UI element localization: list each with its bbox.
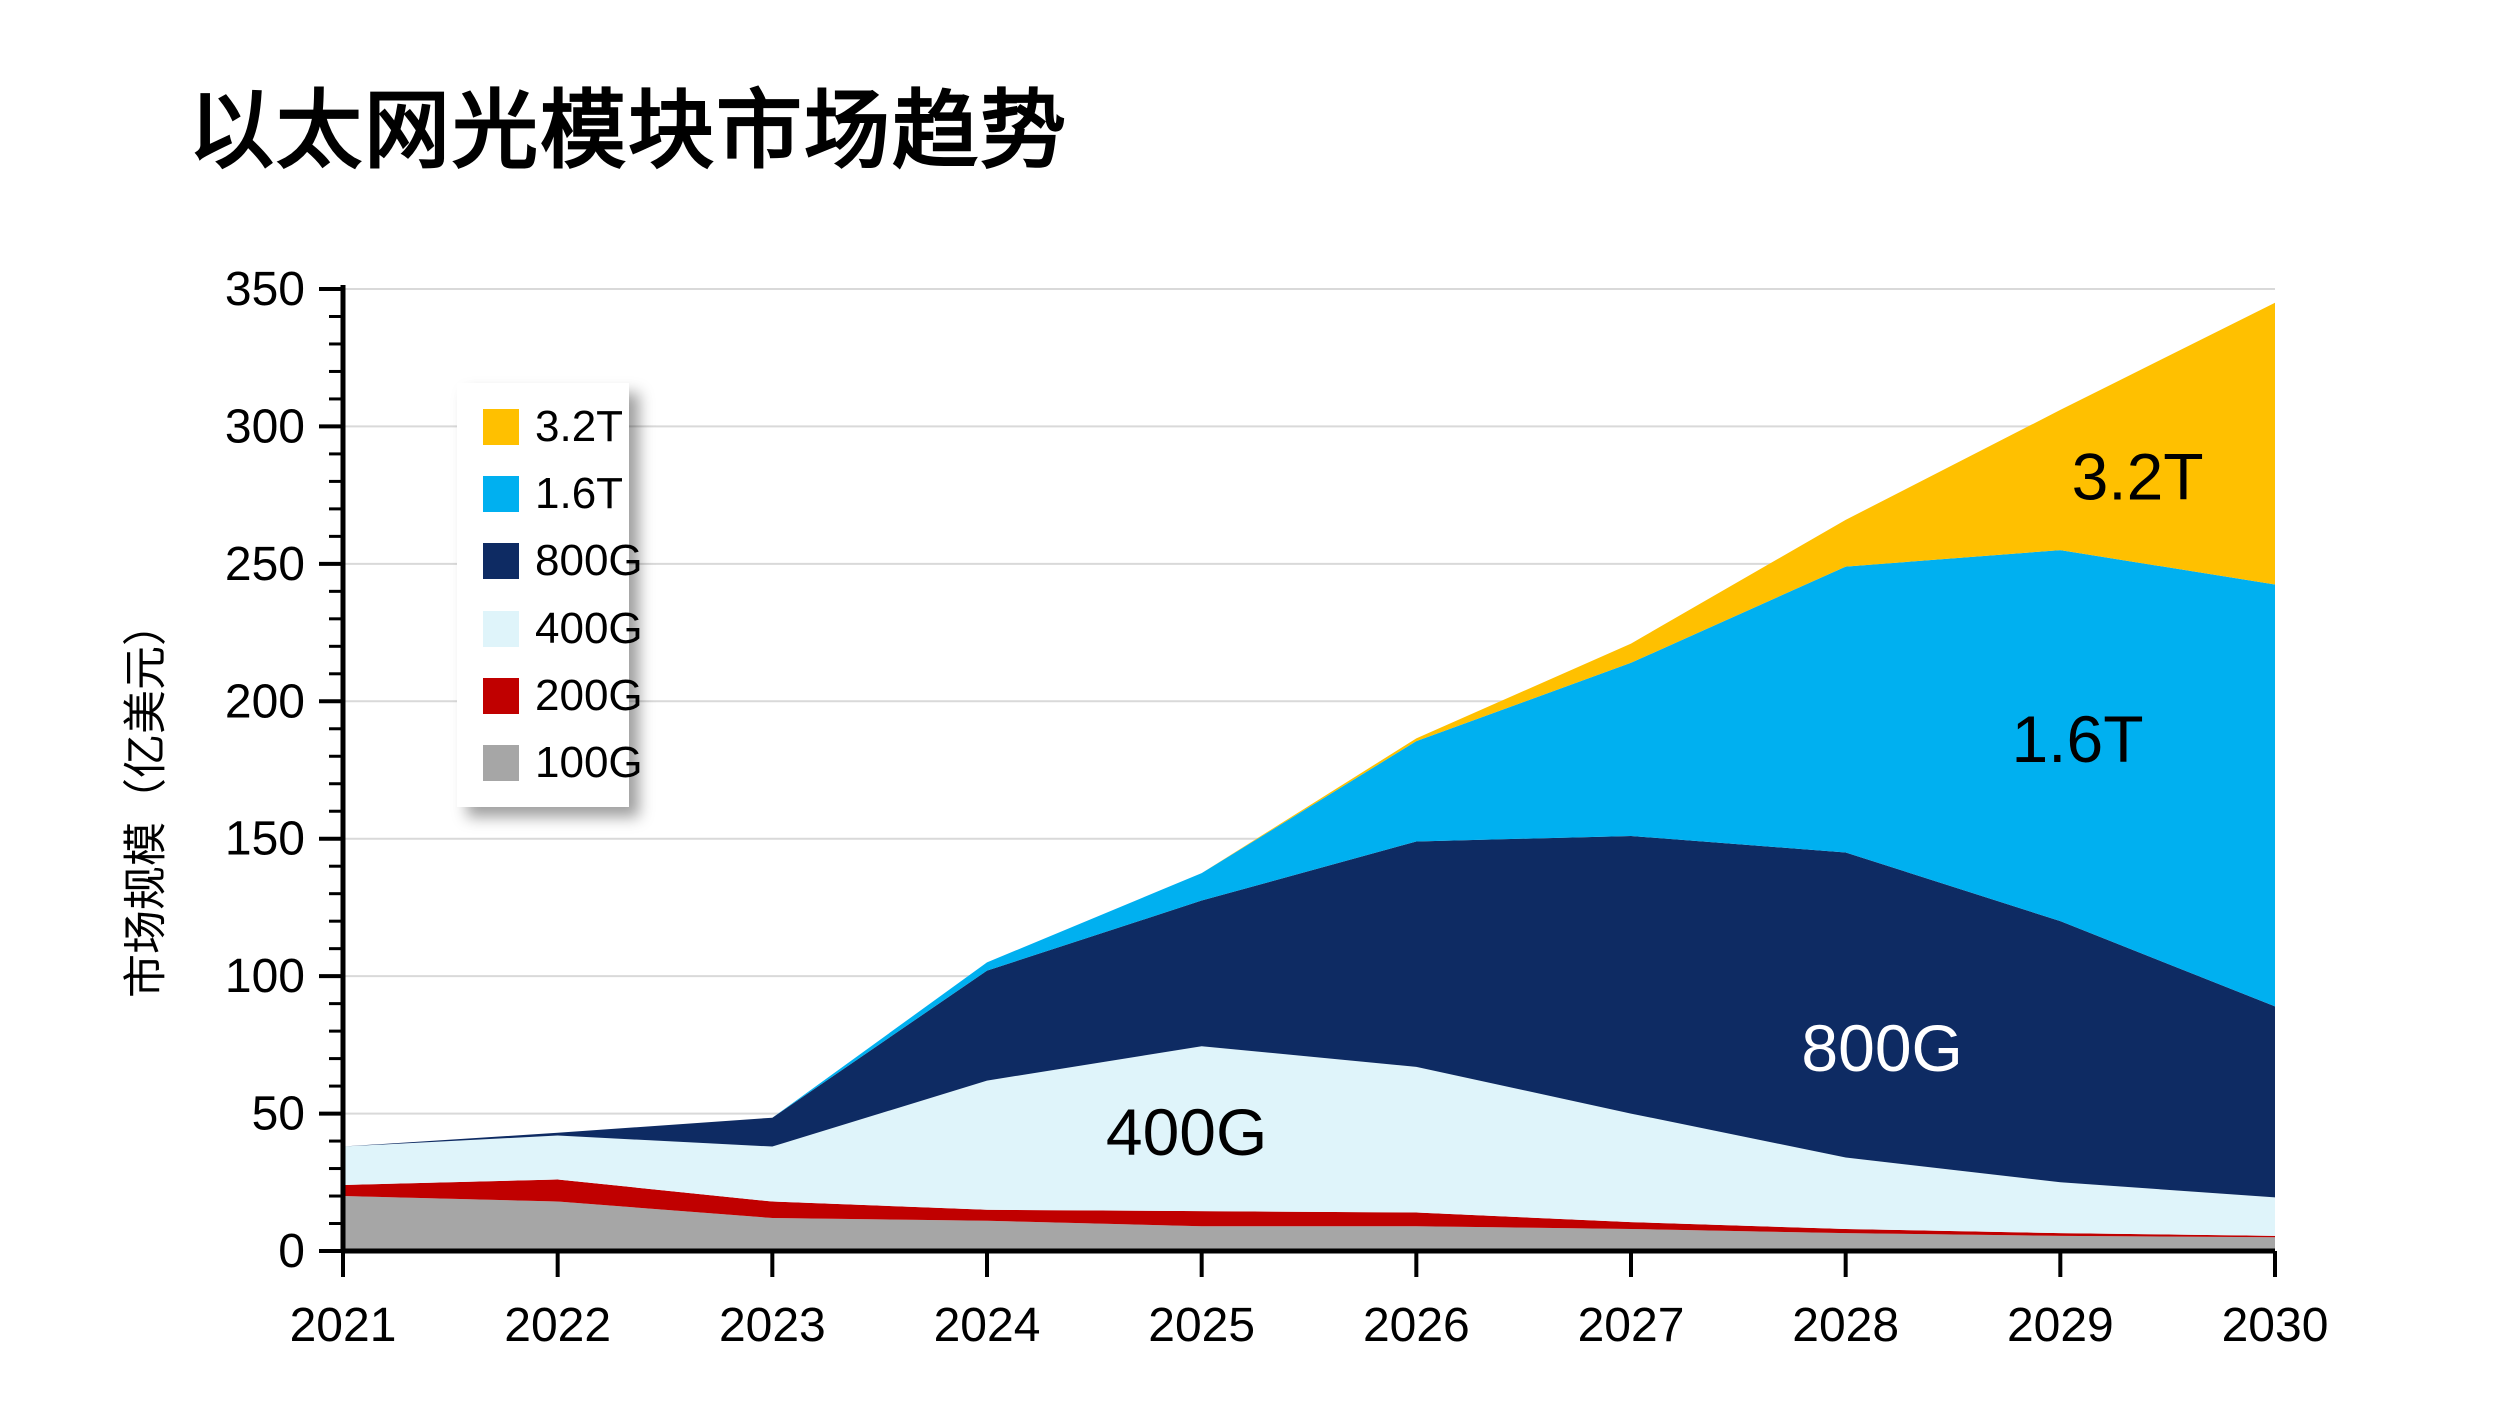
legend-label: 100G (535, 738, 643, 788)
legend-swatch-3.2T (483, 408, 519, 445)
legend-item-800G: 800G (483, 536, 643, 586)
legend-item-100G: 100G (483, 738, 643, 788)
x-tick-label: 2022 (504, 1299, 611, 1352)
legend-label: 200G (535, 670, 643, 720)
y-tick-label: 200 (225, 675, 305, 728)
legend-item-3.2T: 3.2T (483, 402, 629, 452)
legend-swatch-200G (483, 677, 519, 714)
y-tick-label: 350 (225, 263, 305, 316)
x-tick-label: 2028 (1792, 1299, 1899, 1352)
area-400G (343, 1046, 2275, 1236)
legend-item-200G: 200G (483, 671, 643, 721)
area-1.6T (343, 550, 2275, 1147)
legend-label: 800G (535, 536, 643, 586)
area-100G (343, 1196, 2275, 1251)
y-tick-label: 0 (278, 1225, 305, 1278)
legend-swatch-400G (483, 610, 519, 647)
area-label-3.2T: 3.2T (2072, 439, 2204, 513)
legend-swatch-800G (483, 543, 519, 580)
area-label-400G: 400G (1106, 1095, 1267, 1169)
x-tick-label: 2024 (934, 1299, 1041, 1352)
legend-item-1.6T: 1.6T (483, 469, 629, 519)
x-tick-label: 2023 (719, 1299, 826, 1352)
area-label-800G: 800G (1801, 1011, 1962, 1085)
y-tick-label: 250 (225, 538, 305, 591)
x-tick-label: 2030 (2222, 1299, 2329, 1352)
y-tick-label: 300 (225, 400, 305, 453)
legend: 3.2T 1.6T 800G 400G 200G 100G (457, 383, 643, 807)
x-tick-label: 2029 (2007, 1299, 2114, 1352)
legend-label: 1.6T (535, 468, 624, 518)
legend-swatch-1.6T (483, 475, 519, 512)
y-tick-label: 100 (225, 950, 305, 1003)
y-tick-label: 150 (225, 813, 305, 866)
x-tick-label: 2025 (1148, 1299, 1255, 1352)
x-tick-label: 2021 (290, 1299, 397, 1352)
area-800G (343, 835, 2275, 1198)
legend-item-400G: 400G (483, 604, 643, 654)
chart-title: 以太网光模块市场趋势 (188, 83, 1068, 179)
legend-label: 400G (535, 603, 643, 653)
x-tick-label: 2026 (1363, 1299, 1470, 1352)
y-tick-label: 50 (252, 1088, 305, 1141)
area-200G (343, 1179, 2275, 1238)
legend-swatch-100G (483, 745, 519, 782)
x-tick-label: 2027 (1578, 1299, 1685, 1352)
legend-label: 3.2T (535, 401, 624, 451)
area-label-1.6T: 1.6T (2011, 702, 2143, 776)
